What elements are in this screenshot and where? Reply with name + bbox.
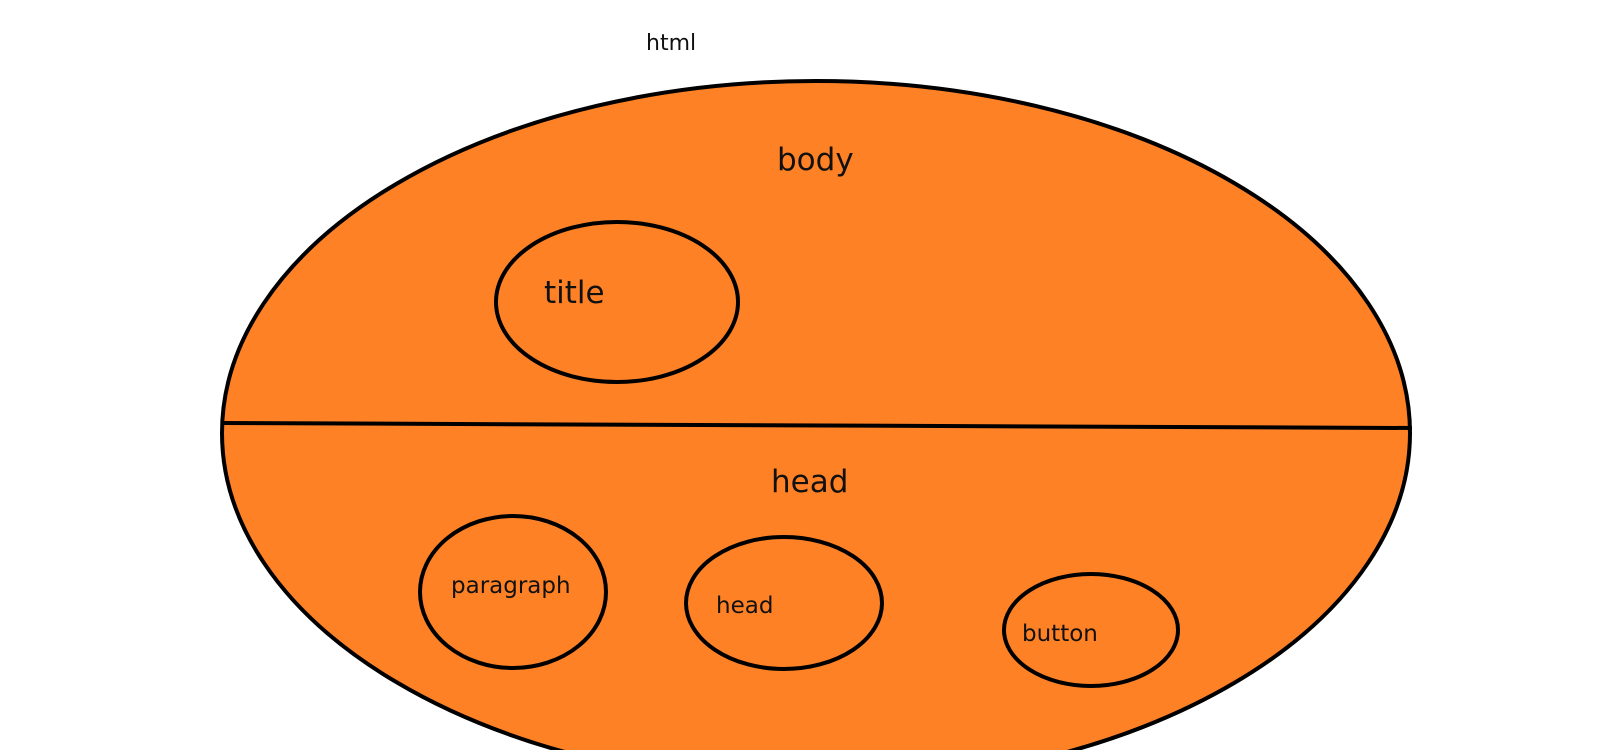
divider-line xyxy=(221,421,1413,430)
head-child-ellipse xyxy=(684,535,884,671)
body-label: body xyxy=(777,142,854,178)
button-label: button xyxy=(1022,621,1098,647)
head-label: head xyxy=(771,464,849,500)
title-label: title xyxy=(544,275,605,311)
paragraph-ellipse xyxy=(418,514,608,670)
head-child-label: head xyxy=(716,593,774,619)
button-ellipse xyxy=(1002,572,1180,688)
title-ellipse xyxy=(494,220,740,384)
paragraph-label: paragraph xyxy=(451,573,571,599)
html-label: html xyxy=(646,31,697,56)
